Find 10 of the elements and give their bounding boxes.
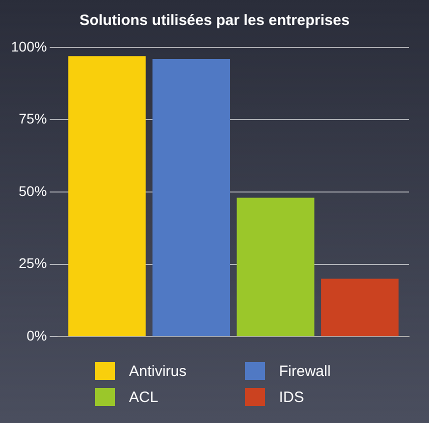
legend-label: Antivirus xyxy=(129,362,187,380)
y-tick-label: 25% xyxy=(18,255,47,272)
y-tick-label: 100% xyxy=(10,38,47,54)
y-tick-label: 50% xyxy=(18,182,47,199)
legend-label: Firewall xyxy=(279,362,331,380)
y-tick-label: 75% xyxy=(18,110,47,127)
legend-label: ACL xyxy=(129,388,158,406)
legend-label: IDS xyxy=(279,388,304,406)
chart-title: Solutions utilisées par les entreprises xyxy=(78,12,351,29)
y-tick-label: 0% xyxy=(26,327,47,344)
